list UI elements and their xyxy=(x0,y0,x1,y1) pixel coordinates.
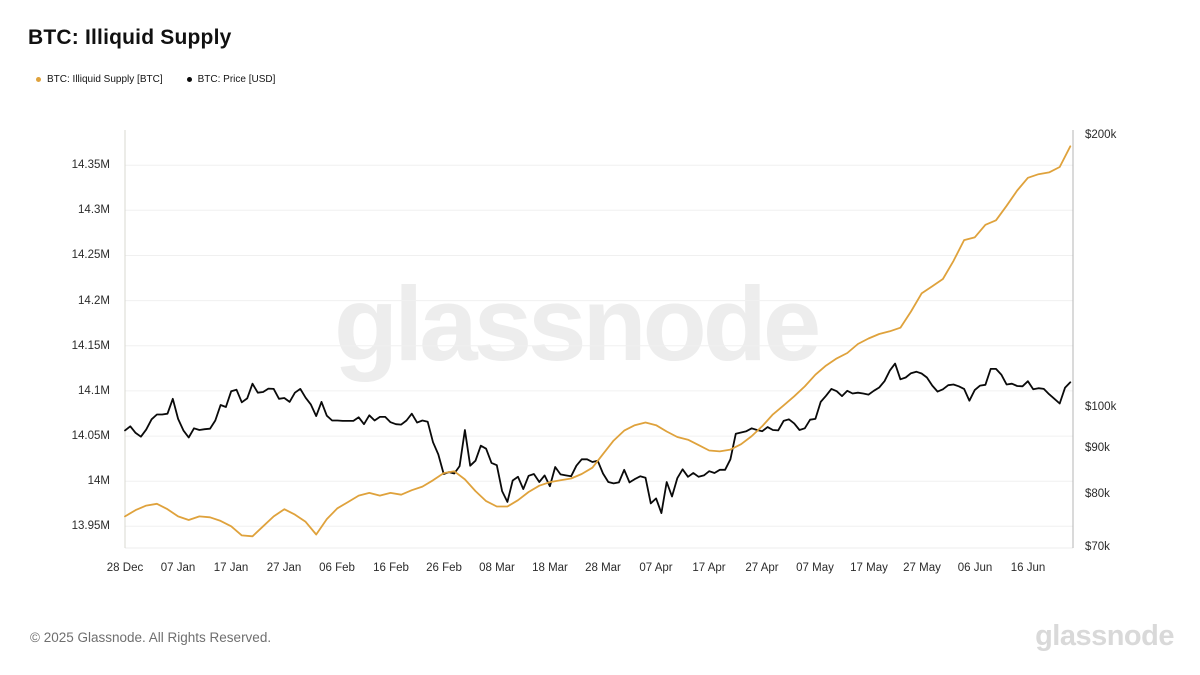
y-axis-left-tick-label: 14.15M xyxy=(71,340,110,352)
legend-dot-icon xyxy=(186,77,192,82)
x-axis-tick-label: 28 Dec xyxy=(106,562,144,574)
y-axis-left-tick-label: 14.35M xyxy=(71,159,110,171)
y-axis-right-tick-label: $70k xyxy=(1085,541,1110,553)
y-axis-right-tick-label: $90k xyxy=(1085,442,1110,454)
x-axis-tick-label: 27 Apr xyxy=(745,562,779,574)
x-axis-tick-label: 17 May xyxy=(850,562,888,574)
y-axis-left-tick-label: 13.95M xyxy=(71,520,110,532)
x-axis-tick-label: 06 Jun xyxy=(957,562,993,574)
glassnode-logo: glassnode xyxy=(1035,620,1174,652)
x-axis-tick-label: 18 Mar xyxy=(532,562,568,574)
copyright-text: © 2025 Glassnode. All Rights Reserved. xyxy=(30,630,272,645)
glassnode-watermark: glassnode xyxy=(334,266,821,383)
x-axis-tick-label: 27 Jan xyxy=(266,562,302,574)
y-axis-right-tick-label: $200k xyxy=(1085,129,1117,141)
x-axis-tick-label: 17 Jan xyxy=(213,562,249,574)
legend-item-label: BTC: Price [USD] xyxy=(197,74,276,85)
legend-item-illiquid-supply[interactable]: BTC: Illiquid Supply [BTC] xyxy=(36,74,163,85)
x-axis-tick-label: 16 Jun xyxy=(1010,562,1046,574)
page-title: BTC: Illiquid Supply xyxy=(28,26,232,49)
y-axis-left-tick-label: 14.2M xyxy=(78,295,110,307)
x-axis-tick-label: 06 Feb xyxy=(319,562,355,574)
x-axis-tick-label: 27 May xyxy=(903,562,941,574)
x-axis-tick-label: 28 Mar xyxy=(585,562,621,574)
legend-dot-icon xyxy=(36,77,41,82)
legend-item-price[interactable]: BTC: Price [USD] xyxy=(186,74,276,85)
x-axis-tick-label: 17 Apr xyxy=(692,562,726,574)
y-axis-left-tick-label: 14.1M xyxy=(78,385,110,397)
chart-legend: BTC: Illiquid Supply [BTC] BTC: Price [US… xyxy=(36,74,275,85)
x-axis-tick-label: 08 Mar xyxy=(479,562,515,574)
illiquid-supply-line xyxy=(124,145,1072,538)
y-axis-right-tick-label: $100k xyxy=(1085,401,1117,413)
btc-price-line xyxy=(124,362,1072,514)
y-axis-left-tick-label: 14.05M xyxy=(71,430,110,442)
x-axis-tick-label: 07 May xyxy=(796,562,834,574)
y-axis-right-tick-label: $80k xyxy=(1085,488,1110,500)
y-axis-left-tick-label: 14.3M xyxy=(78,204,110,216)
x-axis-tick-label: 26 Feb xyxy=(426,562,462,574)
x-axis-tick-label: 07 Jan xyxy=(160,562,196,574)
y-axis-left-tick-label: 14.25M xyxy=(71,249,110,261)
x-axis-tick-label: 16 Feb xyxy=(373,562,409,574)
x-axis-tick-label: 07 Apr xyxy=(639,562,673,574)
y-axis-left-tick-label: 14M xyxy=(87,475,110,487)
legend-item-label: BTC: Illiquid Supply [BTC] xyxy=(47,74,163,85)
